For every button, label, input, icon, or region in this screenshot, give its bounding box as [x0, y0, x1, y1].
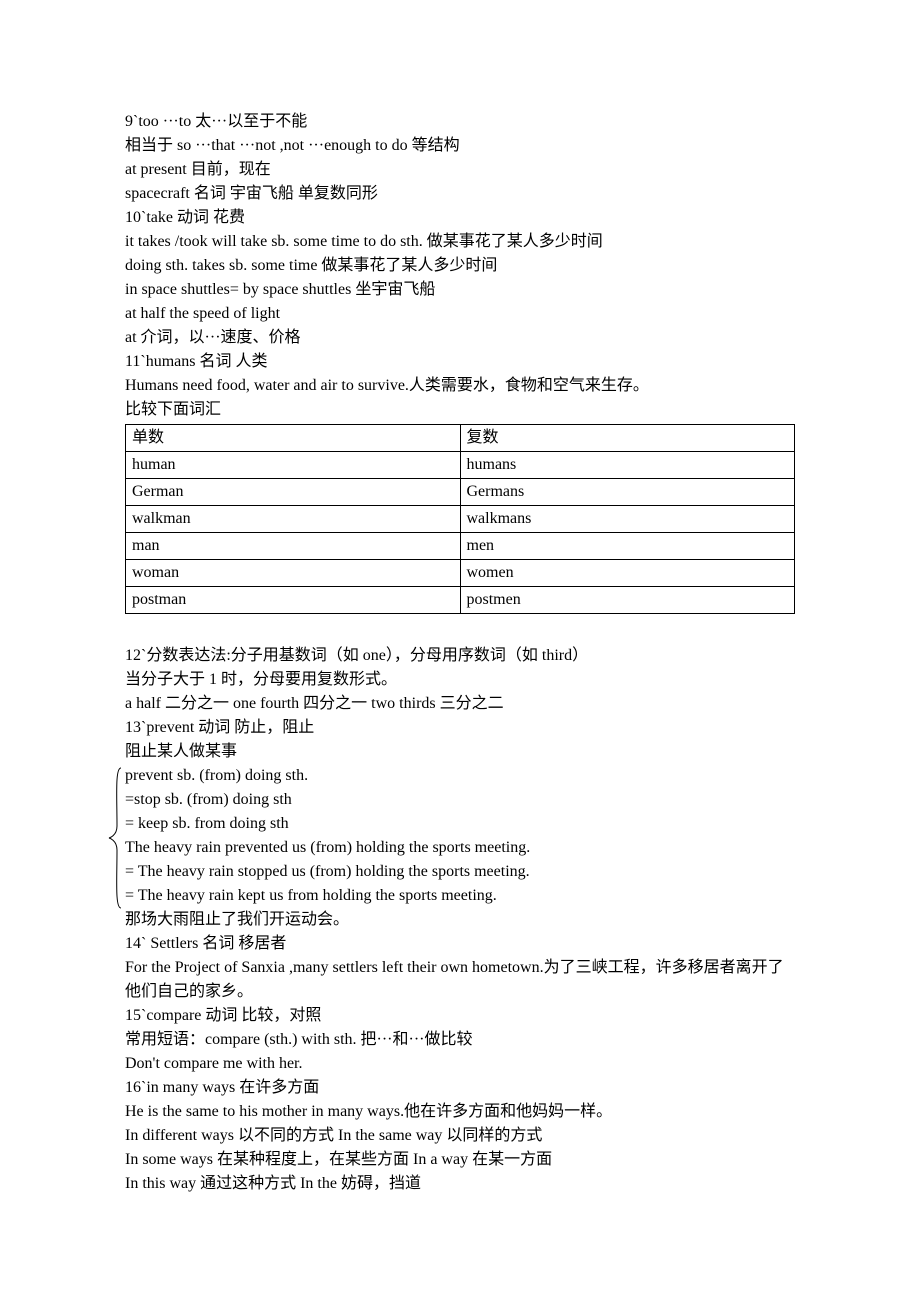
table-cell: woman — [126, 560, 461, 587]
text-line: 那场大雨阻止了我们开运动会。 — [125, 908, 795, 932]
text-line: In different ways 以不同的方式 In the same way… — [125, 1124, 795, 1148]
text-line: In some ways 在某种程度上，在某些方面 In a way 在某一方面 — [125, 1148, 795, 1172]
table-row: walkmanwalkmans — [126, 506, 795, 533]
table-header-row: 单数 复数 — [126, 425, 795, 452]
document-page: 9`too ···to 太···以至于不能相当于 so ···that ···n… — [0, 0, 920, 1302]
section-a: 9`too ···to 太···以至于不能相当于 so ···that ···n… — [125, 110, 795, 422]
table-cell: walkmans — [460, 506, 795, 533]
table-cell: humans — [460, 452, 795, 479]
text-line: 16`in many ways 在许多方面 — [125, 1076, 795, 1100]
table-cell: walkman — [126, 506, 461, 533]
text-line: 14` Settlers 名词 移居者 — [125, 932, 795, 956]
section-c: 那场大雨阻止了我们开运动会。14` Settlers 名词 移居者For the… — [125, 908, 795, 1196]
header-plural: 复数 — [460, 425, 795, 452]
table-cell: postmen — [460, 587, 795, 614]
text-line: a half 二分之一 one fourth 四分之一 two thirds 三… — [125, 692, 795, 716]
text-line: He is the same to his mother in many way… — [125, 1100, 795, 1124]
text-line: at present 目前，现在 — [125, 158, 795, 182]
text-line: = The heavy rain kept us from holding th… — [125, 884, 795, 908]
table-cell: women — [460, 560, 795, 587]
text-line: 当分子大于 1 时，分母要用复数形式。 — [125, 668, 795, 692]
text-line: 10`take 动词 花费 — [125, 206, 795, 230]
table-cell: man — [126, 533, 461, 560]
text-line: at 介词，以···速度、价格 — [125, 326, 795, 350]
text-line: = keep sb. from doing sth — [125, 812, 795, 836]
header-singular: 单数 — [126, 425, 461, 452]
table-cell: German — [126, 479, 461, 506]
table-row: humanhumans — [126, 452, 795, 479]
text-line: 12`分数表达法:分子用基数词（如 one），分母用序数词（如 third） — [125, 644, 795, 668]
table-cell: postman — [126, 587, 461, 614]
text-line: =stop sb. (from) doing sth — [125, 788, 795, 812]
table-row: postmanpostmen — [126, 587, 795, 614]
text-line: 9`too ···to 太···以至于不能 — [125, 110, 795, 134]
text-line: spacecraft 名词 宇宙飞船 单复数同形 — [125, 182, 795, 206]
section-b: 12`分数表达法:分子用基数词（如 one），分母用序数词（如 third）当分… — [125, 620, 795, 764]
text-line: it takes /took will take sb. some time t… — [125, 230, 795, 254]
table-row: GermanGermans — [126, 479, 795, 506]
text-line: 相当于 so ···that ···not ,not ···enough to … — [125, 134, 795, 158]
text-line — [125, 620, 795, 644]
text-line: For the Project of Sanxia ,many settlers… — [125, 956, 795, 1004]
table-cell: Germans — [460, 479, 795, 506]
table-cell: men — [460, 533, 795, 560]
text-line: Don't compare me with her. — [125, 1052, 795, 1076]
text-line: 13`prevent 动词 防止，阻止 — [125, 716, 795, 740]
text-line: doing sth. takes sb. some time 做某事花了某人多少… — [125, 254, 795, 278]
text-line: 11`humans 名词 人类 — [125, 350, 795, 374]
text-line: 阻止某人做某事 — [125, 740, 795, 764]
text-line: The heavy rain prevented us (from) holdi… — [125, 836, 795, 860]
text-line: in space shuttles= by space shuttles 坐宇宙… — [125, 278, 795, 302]
table-cell: human — [126, 452, 461, 479]
text-line: 比较下面词汇 — [125, 398, 795, 422]
text-line: prevent sb. (from) doing sth. — [125, 764, 795, 788]
text-line: In this way 通过这种方式 In the 妨碍，挡道 — [125, 1172, 795, 1196]
brace-group: prevent sb. (from) doing sth.=stop sb. (… — [125, 764, 795, 908]
text-line: 常用短语：compare (sth.) with sth. 把···和···做比… — [125, 1028, 795, 1052]
table-row: womanwomen — [126, 560, 795, 587]
plural-table: 单数 复数 humanhumansGermanGermanswalkmanwal… — [125, 424, 795, 614]
text-line: Humans need food, water and air to survi… — [125, 374, 795, 398]
text-line: = The heavy rain stopped us (from) holdi… — [125, 860, 795, 884]
table-row: manmen — [126, 533, 795, 560]
text-line: 15`compare 动词 比较，对照 — [125, 1004, 795, 1028]
left-brace-icon — [107, 766, 125, 910]
text-line: at half the speed of light — [125, 302, 795, 326]
